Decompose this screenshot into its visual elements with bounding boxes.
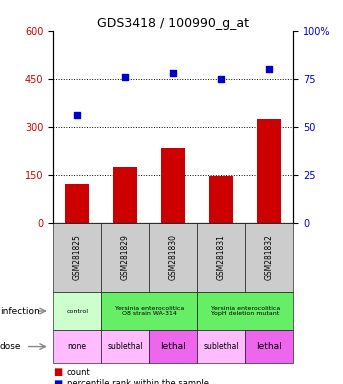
Text: ■: ■ [53, 379, 62, 384]
Point [122, 74, 128, 80]
Point [267, 66, 272, 72]
Bar [113, 167, 137, 223]
Text: Yersinia enterocolitica
YopH deletion mutant: Yersinia enterocolitica YopH deletion mu… [211, 306, 280, 316]
Text: control: control [66, 308, 88, 314]
Text: GSM281832: GSM281832 [265, 234, 274, 280]
Text: Yersinia enterocolitica
O8 strain WA-314: Yersinia enterocolitica O8 strain WA-314 [115, 306, 184, 316]
Text: percentile rank within the sample: percentile rank within the sample [67, 379, 209, 384]
Text: sublethal: sublethal [107, 342, 143, 351]
Bar [65, 184, 89, 223]
Text: dose: dose [0, 342, 22, 351]
Text: count: count [67, 368, 91, 377]
Text: GSM281829: GSM281829 [121, 234, 130, 280]
Point [74, 112, 80, 118]
Title: GDS3418 / 100990_g_at: GDS3418 / 100990_g_at [97, 17, 249, 30]
Point [170, 70, 176, 76]
Text: infection: infection [0, 306, 40, 316]
Text: sublethal: sublethal [203, 342, 239, 351]
Bar [161, 147, 185, 223]
Text: GSM281830: GSM281830 [169, 234, 178, 280]
Text: lethal: lethal [160, 342, 186, 351]
Point [218, 76, 224, 82]
Bar [209, 176, 233, 223]
Text: lethal: lethal [256, 342, 282, 351]
Text: GSM281831: GSM281831 [217, 234, 226, 280]
Text: ■: ■ [53, 367, 62, 377]
Text: none: none [68, 342, 87, 351]
Bar [257, 119, 281, 223]
Text: GSM281825: GSM281825 [73, 234, 82, 280]
